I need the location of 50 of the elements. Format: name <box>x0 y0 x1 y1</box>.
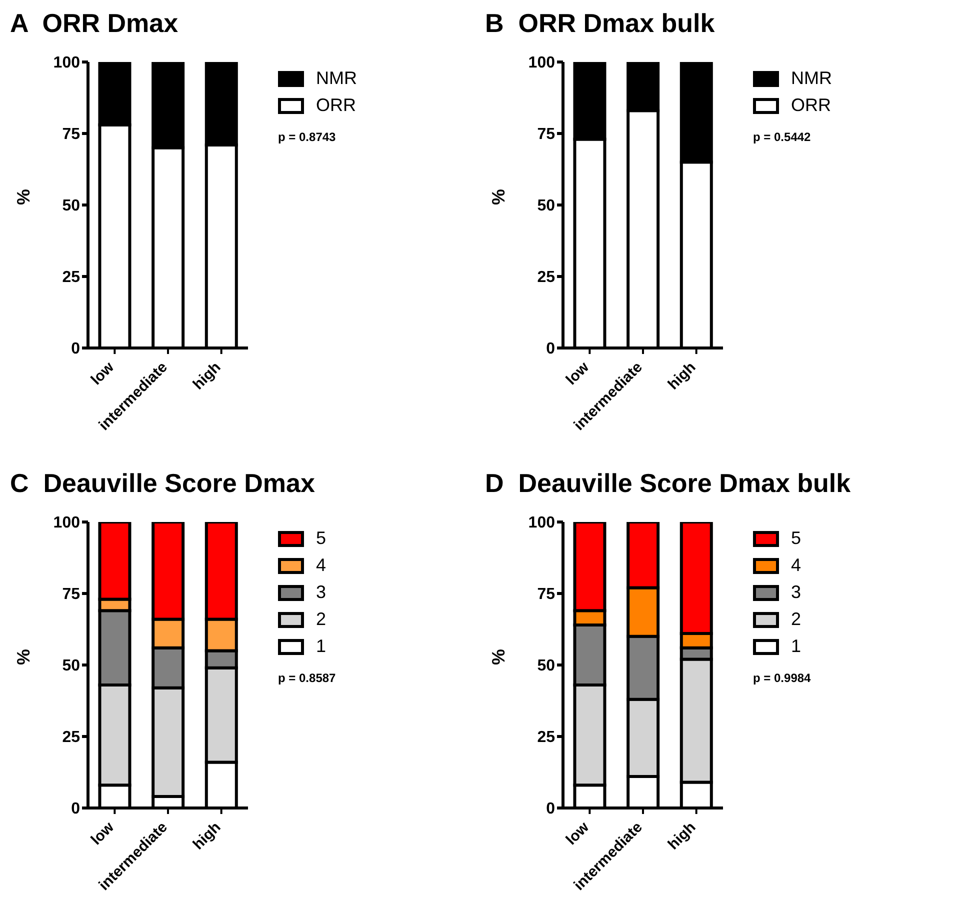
x-tick-label: high <box>664 358 700 394</box>
legend-label: 1 <box>316 636 326 657</box>
y-tick-label: 100 <box>53 514 80 532</box>
text: p = 0.8587 <box>278 671 336 685</box>
y-axis-title: % <box>13 648 34 665</box>
y-tick-label: 75 <box>537 126 556 144</box>
legend-label: ORR <box>316 95 356 116</box>
text: p = 0.5442 <box>753 130 812 144</box>
legend-label: 3 <box>316 582 326 603</box>
y-tick-label: 25 <box>537 269 556 286</box>
chart-title: D Deauville Score Dmax bulk <box>485 468 852 500</box>
x-tick-label: high <box>190 818 224 854</box>
legend-label: 2 <box>316 609 326 630</box>
y-tick-label: 100 <box>528 54 556 72</box>
legend-label: 5 <box>791 528 802 549</box>
legend-label: 3 <box>791 582 802 603</box>
legend-label: 4 <box>316 555 326 576</box>
y-tick-label: 100 <box>53 54 80 72</box>
y-tick-label: 25 <box>537 729 556 746</box>
y-tick-label: 0 <box>546 800 556 818</box>
y-tick-label: 50 <box>62 198 80 215</box>
legend-label: 1 <box>791 636 802 657</box>
chart-title: A ORR Dmax <box>10 8 180 40</box>
y-axis-title: % <box>13 188 34 205</box>
y-tick-label: 0 <box>71 800 80 818</box>
legend-label: 2 <box>791 609 802 630</box>
x-tick-label: high <box>664 818 700 854</box>
y-tick-label: 50 <box>537 658 556 675</box>
y-tick-label: 75 <box>62 586 80 604</box>
text: p = 0.8743 <box>278 130 337 144</box>
x-tick-label: high <box>190 358 224 394</box>
chart-title: B ORR Dmax bulk <box>485 8 716 40</box>
y-tick-label: 50 <box>62 658 80 675</box>
y-tick-label: 100 <box>528 514 556 532</box>
y-tick-label: 75 <box>537 586 556 604</box>
legend-label: ORR <box>791 95 831 116</box>
chart-title: C Deauville Score Dmax <box>10 468 316 500</box>
y-axis-title: % <box>488 188 508 205</box>
y-tick-label: 25 <box>62 269 80 286</box>
y-tick-label: 0 <box>546 340 556 358</box>
legend-label: NMR <box>316 68 357 89</box>
legend-label: NMR <box>791 68 832 89</box>
text: p = 0.9984 <box>753 671 811 685</box>
y-axis-title: % <box>488 648 508 665</box>
y-tick-label: 50 <box>537 198 556 215</box>
y-tick-label: 75 <box>62 126 80 144</box>
legend-label: 4 <box>791 555 802 576</box>
y-tick-label: 0 <box>71 340 80 358</box>
legend-label: 5 <box>316 528 326 549</box>
y-tick-label: 25 <box>62 729 80 746</box>
